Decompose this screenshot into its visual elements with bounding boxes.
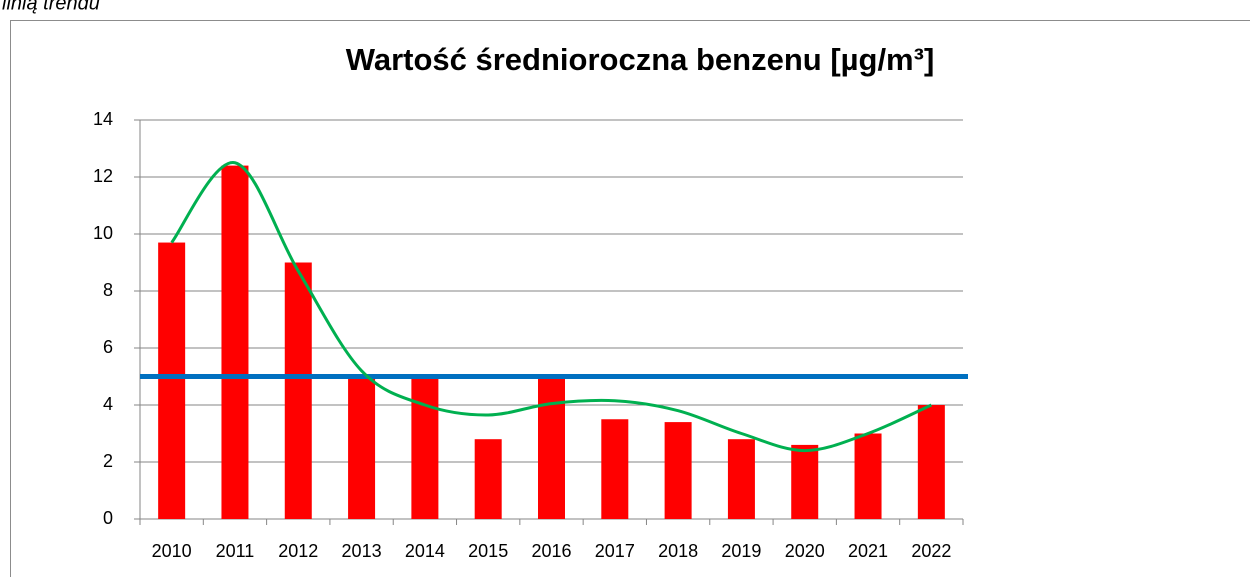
chart-title: Wartość średnioroczna benzenu [µg/m³] xyxy=(346,42,935,77)
bar xyxy=(727,439,755,519)
x-tick-label: 2012 xyxy=(278,541,318,561)
y-tick-label: 4 xyxy=(103,394,113,414)
y-tick-label: 14 xyxy=(93,109,113,129)
y-tick-label: 10 xyxy=(93,223,113,243)
x-tick-label: 2018 xyxy=(658,541,698,561)
trend-line xyxy=(170,161,932,453)
bar xyxy=(791,444,819,519)
bar xyxy=(284,262,312,519)
y-tick-label: 8 xyxy=(103,280,113,300)
x-tick-label: 2014 xyxy=(405,541,445,561)
caption: linią trendu xyxy=(2,0,100,14)
x-tick-label: 2016 xyxy=(531,541,571,561)
bar xyxy=(917,405,945,519)
bar xyxy=(664,422,692,519)
bar xyxy=(538,376,565,519)
x-tick-label: 2017 xyxy=(595,541,635,561)
y-tick-label: 0 xyxy=(103,508,113,528)
bar xyxy=(474,439,502,519)
bar xyxy=(348,376,376,519)
bar xyxy=(158,242,186,520)
y-tick-label: 6 xyxy=(103,337,113,357)
y-tick-label: 12 xyxy=(93,166,113,186)
x-tick-label: 2013 xyxy=(342,541,382,561)
bar xyxy=(601,419,629,519)
y-tick-label: 2 xyxy=(103,451,113,471)
x-tick-label: 2022 xyxy=(911,541,951,561)
x-tick-label: 2011 xyxy=(216,541,255,561)
bar xyxy=(854,433,882,519)
bar xyxy=(221,165,249,519)
x-tick-label: 2019 xyxy=(721,541,761,561)
x-tick-label: 2021 xyxy=(848,541,888,561)
bar xyxy=(411,376,439,519)
x-tick-label: 2015 xyxy=(468,541,508,561)
x-tick-label: 2020 xyxy=(785,541,825,561)
chart-border xyxy=(10,20,1250,577)
x-tick-label: 2010 xyxy=(152,541,192,561)
